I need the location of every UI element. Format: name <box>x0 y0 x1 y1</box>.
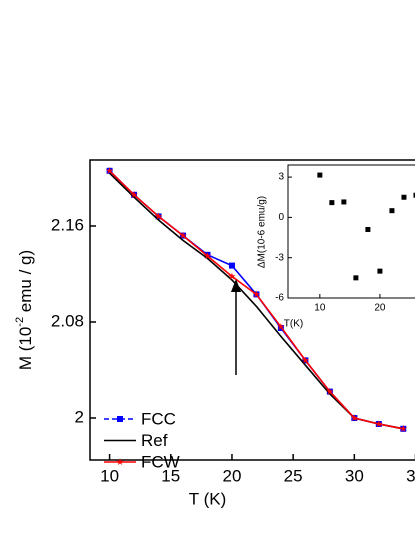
x-axis-label: T(K) <box>284 319 303 330</box>
marker <box>130 190 138 198</box>
marker <box>326 387 334 395</box>
legend-label: FCW <box>141 452 180 471</box>
x-tick-label: 10 <box>314 303 326 314</box>
marker <box>252 290 261 298</box>
legend-label: Ref <box>141 431 168 450</box>
y-tick-label: 0 <box>278 212 284 223</box>
point <box>329 200 335 206</box>
plot-frame <box>287 164 415 299</box>
y-axis-label: ΔM(10-6 emu/g) <box>257 196 268 268</box>
marker <box>228 262 235 269</box>
marker <box>228 272 236 280</box>
point <box>377 268 383 274</box>
x-tick-label: 15 <box>161 466 180 485</box>
y-tick-label: 3 <box>278 172 284 183</box>
y-tick-label: -3 <box>275 252 284 263</box>
x-tick-label: 30 <box>345 466 364 485</box>
marker <box>179 231 187 239</box>
point <box>401 194 407 200</box>
y-label-sup: -2 <box>14 317 26 327</box>
x-tick-label: 20 <box>374 303 386 314</box>
y-tick-label: -6 <box>275 293 284 304</box>
point <box>365 226 371 232</box>
arrow-head <box>231 279 241 292</box>
point <box>341 199 347 205</box>
marker <box>277 322 285 330</box>
x-axis-label: T (K) <box>189 489 226 508</box>
legend-marker <box>116 458 124 466</box>
x-tick-label: 20 <box>222 466 241 485</box>
marker <box>203 252 212 260</box>
x-tick-label: 35 <box>406 466 415 485</box>
legend-marker <box>117 416 123 422</box>
point <box>389 208 395 214</box>
marker <box>375 420 383 428</box>
point <box>353 275 359 281</box>
y-tick-label: 2.16 <box>51 215 84 234</box>
legend-label: FCC <box>141 409 176 428</box>
marker <box>350 414 359 422</box>
x-tick-label: 10 <box>100 466 119 485</box>
marker <box>154 212 163 220</box>
marker <box>399 424 407 432</box>
y-axis-label: M (10-2 emu / g) <box>14 250 36 370</box>
y-label-rest: emu / g) <box>16 250 35 317</box>
y-tick-label: 2 <box>75 407 84 426</box>
marker <box>301 356 310 364</box>
marker <box>105 166 114 174</box>
x-tick-label: 25 <box>284 466 303 485</box>
point <box>413 192 415 198</box>
point <box>317 172 323 178</box>
y-tick-label: 2.08 <box>51 311 84 330</box>
y-label-main: M (10 <box>16 327 35 370</box>
